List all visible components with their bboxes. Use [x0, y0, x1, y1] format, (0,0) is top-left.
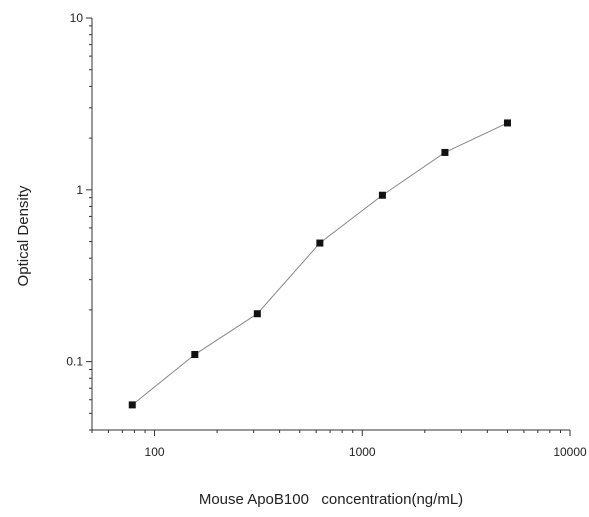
x-ticks — [91, 430, 571, 436]
series-layer — [128, 119, 511, 409]
x-tick-label-10000: 10000 — [553, 445, 587, 459]
y-tick-label-10: 10 — [70, 11, 84, 25]
series-line — [131, 122, 508, 406]
y-tick-label-0.1: 0.1 — [66, 355, 83, 369]
data-point — [378, 191, 386, 199]
data-point — [316, 239, 324, 247]
data-point — [253, 310, 261, 318]
data-point — [441, 148, 449, 156]
x-tick-label-100: 100 — [145, 445, 165, 459]
y-ticks — [86, 17, 92, 431]
x-tick-labels: 100 1000 10000 — [145, 445, 587, 459]
data-point — [128, 401, 136, 409]
data-point — [503, 119, 511, 127]
y-axis-title: Optical Density — [15, 185, 32, 286]
x-axis-title: Mouse ApoB100 concentration(ng/mL) — [199, 491, 463, 508]
plot-area: 0.1 1 10 100 1000 10000 — [66, 11, 587, 459]
x-tick-label-1000: 1000 — [349, 445, 376, 459]
y-axis: 0.1 1 10 — [66, 11, 93, 431]
x-axis: 100 1000 10000 — [91, 429, 587, 459]
y-tick-labels: 0.1 1 10 — [66, 11, 83, 369]
y-tick-label-1: 1 — [76, 183, 83, 197]
data-point — [191, 351, 199, 359]
